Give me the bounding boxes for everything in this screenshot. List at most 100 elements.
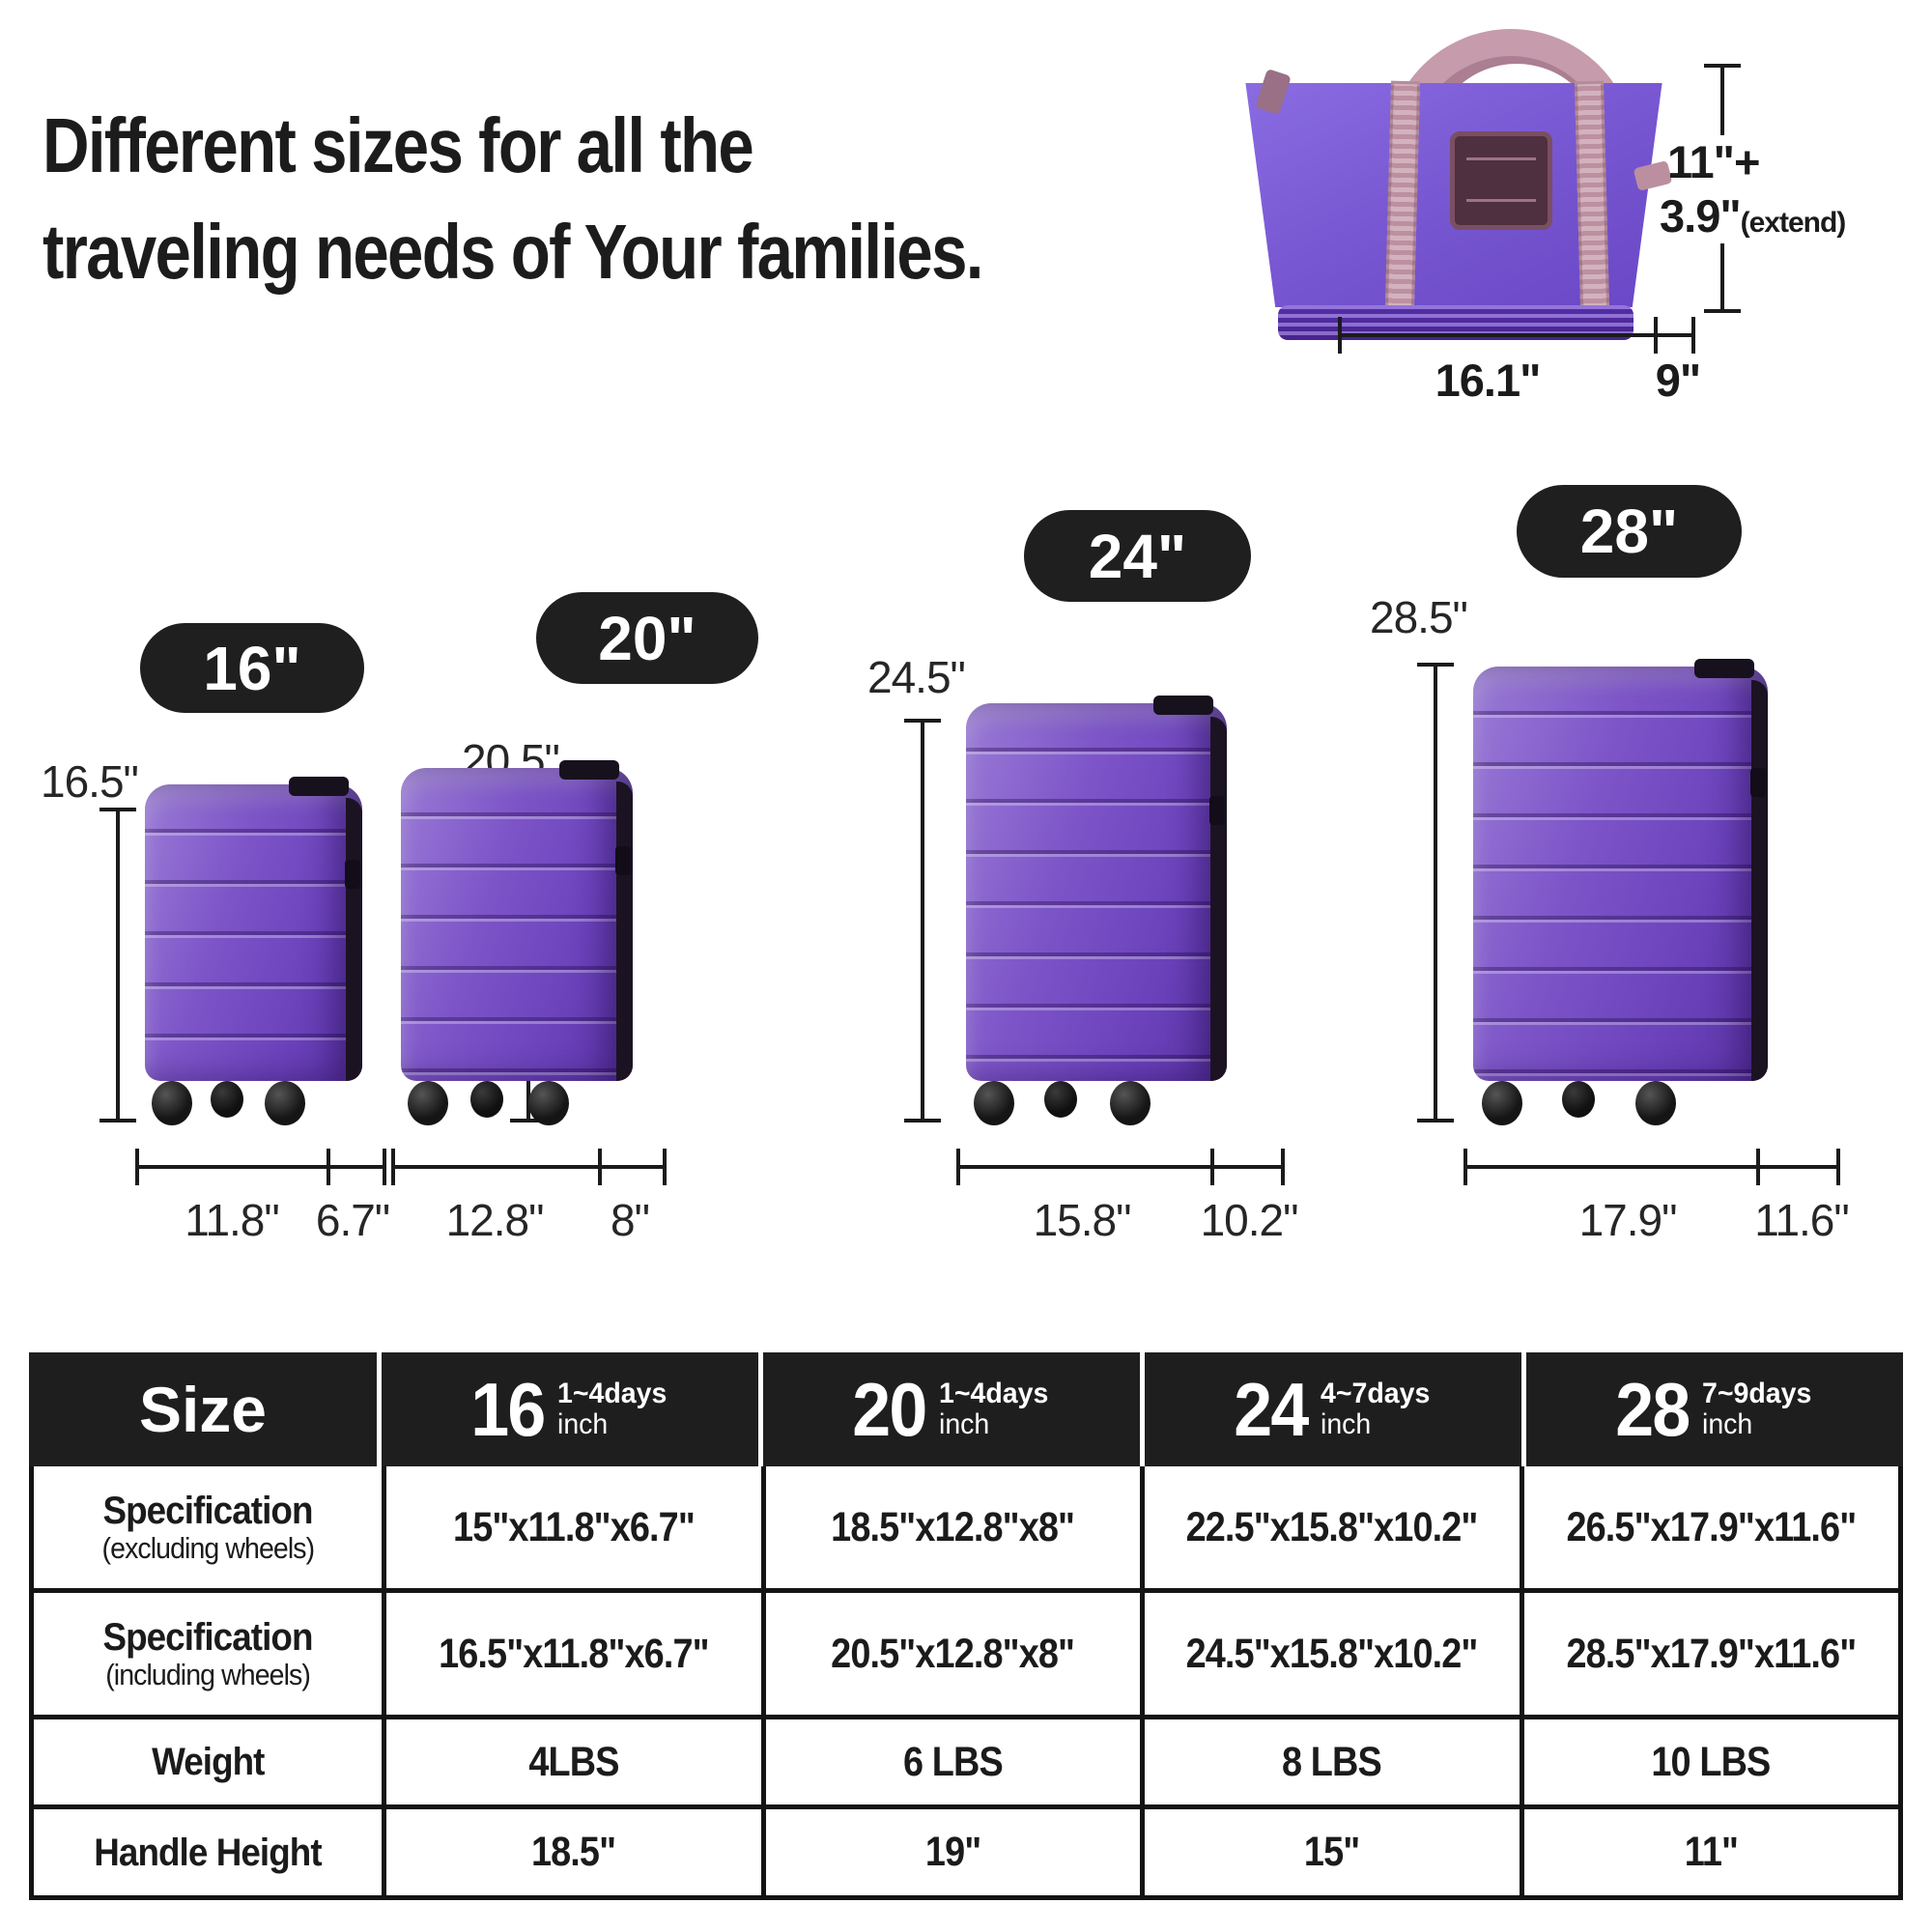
table-cell: 10 LBS bbox=[1523, 1719, 1898, 1804]
suitcase-shell bbox=[145, 784, 362, 1081]
suitcase-wheel-icon bbox=[151, 1081, 192, 1125]
depth-label: 8" bbox=[611, 1195, 650, 1245]
suitcase-wheel-icon bbox=[408, 1081, 449, 1125]
header-cell-28: 28 7~9days inch bbox=[1521, 1352, 1903, 1466]
suitcase-wheel-icon bbox=[528, 1081, 569, 1125]
table-cell: 15" bbox=[1145, 1809, 1520, 1895]
header-size-number: 20 bbox=[852, 1366, 927, 1452]
width-label: 12.8" bbox=[445, 1195, 545, 1245]
bag-width-measure-line bbox=[1338, 317, 1695, 354]
height-label: 16.5" bbox=[41, 756, 139, 807]
suitcase-illustration bbox=[401, 760, 633, 1125]
row-label-cell: Specification (excluding wheels) bbox=[34, 1466, 382, 1588]
measure-midtick bbox=[327, 1149, 330, 1185]
width-label: 11.8" bbox=[185, 1195, 279, 1245]
table-cell: 20.5"x12.8"x8" bbox=[765, 1593, 1140, 1715]
table-cell: 11" bbox=[1523, 1809, 1898, 1895]
height-label: 24.5" bbox=[867, 652, 966, 702]
width-measure-line bbox=[391, 1149, 667, 1185]
suitcase-side-trim bbox=[346, 798, 362, 1081]
header-size-sub: 4~7days inch bbox=[1321, 1378, 1430, 1441]
width-label: 17.9" bbox=[1578, 1195, 1678, 1245]
headline: Different sizes for all the traveling ne… bbox=[43, 102, 983, 296]
height-measure-line bbox=[904, 719, 941, 1122]
row-label: Specification bbox=[102, 1489, 313, 1532]
table-cell: 28.5"x17.9"x11.6" bbox=[1523, 1593, 1898, 1715]
height-measure-line bbox=[99, 808, 136, 1122]
measure-midtick bbox=[1756, 1149, 1760, 1185]
header-cell-16: 16 1~4days inch bbox=[377, 1352, 758, 1466]
suitcase-wheel-icon bbox=[1634, 1081, 1676, 1125]
bag-logo-patch bbox=[1450, 131, 1552, 230]
table-cell: 18.5"x12.8"x8" bbox=[765, 1466, 1140, 1588]
suitcase-wheel-icon bbox=[264, 1081, 305, 1125]
bag-height-measure-line bbox=[1704, 64, 1741, 135]
header-unit: inch bbox=[1701, 1408, 1753, 1440]
size-badge: 28" bbox=[1517, 485, 1742, 578]
table-cell: 15"x11.8"x6.7" bbox=[386, 1466, 761, 1588]
cell-value: 24.5"x15.8"x10.2" bbox=[1185, 1630, 1479, 1677]
suitcase-side-trim bbox=[1751, 680, 1768, 1081]
suitcase-handle-icon bbox=[289, 777, 349, 796]
travel-bag-illustration bbox=[1241, 27, 1673, 346]
depth-label: 6.7" bbox=[315, 1195, 390, 1245]
cell-value: 15"x11.8"x6.7" bbox=[452, 1503, 696, 1550]
cell-value: 16.5"x11.8"x6.7" bbox=[438, 1630, 710, 1677]
suitcase-shell bbox=[401, 768, 633, 1081]
table-cell: 8 LBS bbox=[1145, 1719, 1520, 1804]
bag-extend-label: 3.9"(extend) bbox=[1660, 189, 1847, 242]
header-days: 1~4days bbox=[556, 1377, 668, 1409]
cell-value: 8 LBS bbox=[1282, 1738, 1382, 1785]
row-label-cell: Handle Height bbox=[34, 1809, 382, 1895]
header-size-sub: 1~4days inch bbox=[557, 1378, 667, 1441]
cell-value: 4LBS bbox=[528, 1738, 619, 1785]
header-unit: inch bbox=[938, 1408, 990, 1440]
suitcase-wheel-icon bbox=[1109, 1081, 1151, 1125]
measure-midtick bbox=[1210, 1149, 1214, 1185]
suitcase-wheel-icon bbox=[470, 1081, 503, 1118]
width-measure-line bbox=[956, 1149, 1285, 1185]
header-size-number: 16 bbox=[470, 1366, 546, 1452]
cell-value: 22.5"x15.8"x10.2" bbox=[1185, 1503, 1479, 1550]
suitcase-shell bbox=[966, 703, 1227, 1081]
measure-midtick bbox=[1654, 317, 1658, 354]
depth-label: 11.6" bbox=[1754, 1195, 1849, 1245]
table-cell: 22.5"x15.8"x10.2" bbox=[1145, 1466, 1520, 1588]
size-badge: 24" bbox=[1024, 510, 1251, 602]
header-unit: inch bbox=[556, 1408, 609, 1440]
table-cell: 18.5" bbox=[386, 1809, 761, 1895]
size-badge: 20" bbox=[536, 592, 758, 684]
size-badge: 16" bbox=[140, 623, 364, 713]
suitcase-handle-icon bbox=[1153, 696, 1213, 715]
header-cell-size: Size bbox=[138, 1374, 268, 1445]
cell-value: 26.5"x17.9"x11.6" bbox=[1566, 1503, 1857, 1550]
cell-value: 6 LBS bbox=[902, 1738, 1004, 1785]
header-size-sub: 1~4days inch bbox=[939, 1378, 1048, 1441]
suitcase-handle-icon bbox=[559, 760, 619, 780]
table-cell: 26.5"x17.9"x11.6" bbox=[1523, 1466, 1898, 1588]
header-days: 7~9days bbox=[1701, 1377, 1812, 1409]
suitcase-illustration bbox=[966, 696, 1227, 1125]
header-cell-24: 24 4~7days inch bbox=[1140, 1352, 1521, 1466]
suitcase-lock-icon bbox=[345, 859, 360, 889]
header-cell-20: 20 1~4days inch bbox=[758, 1352, 1140, 1466]
row-label: Weight bbox=[151, 1741, 265, 1783]
suitcase-illustration bbox=[1473, 659, 1768, 1125]
cell-value: 10 LBS bbox=[1651, 1738, 1772, 1785]
bag-extend-suffix: (extend) bbox=[1740, 207, 1847, 239]
bag-strap bbox=[1574, 80, 1610, 310]
row-sublabel: (excluding wheels) bbox=[101, 1530, 315, 1565]
bag-depth-label: 9" bbox=[1655, 355, 1701, 406]
table-cell: 24.5"x15.8"x10.2" bbox=[1145, 1593, 1520, 1715]
depth-label: 10.2" bbox=[1200, 1195, 1299, 1245]
row-label-cell: Weight bbox=[34, 1719, 382, 1804]
cell-value: 11" bbox=[1684, 1829, 1739, 1875]
row-label-cell: Specification (including wheels) bbox=[34, 1593, 382, 1715]
bag-height-measure-line bbox=[1704, 243, 1741, 313]
width-measure-line bbox=[1463, 1149, 1840, 1185]
bag-width-label: 16.1" bbox=[1435, 355, 1542, 406]
header-days: 4~7days bbox=[1320, 1377, 1431, 1409]
suitcase-side-trim bbox=[1210, 717, 1227, 1081]
header-size-number: 28 bbox=[1615, 1366, 1690, 1452]
